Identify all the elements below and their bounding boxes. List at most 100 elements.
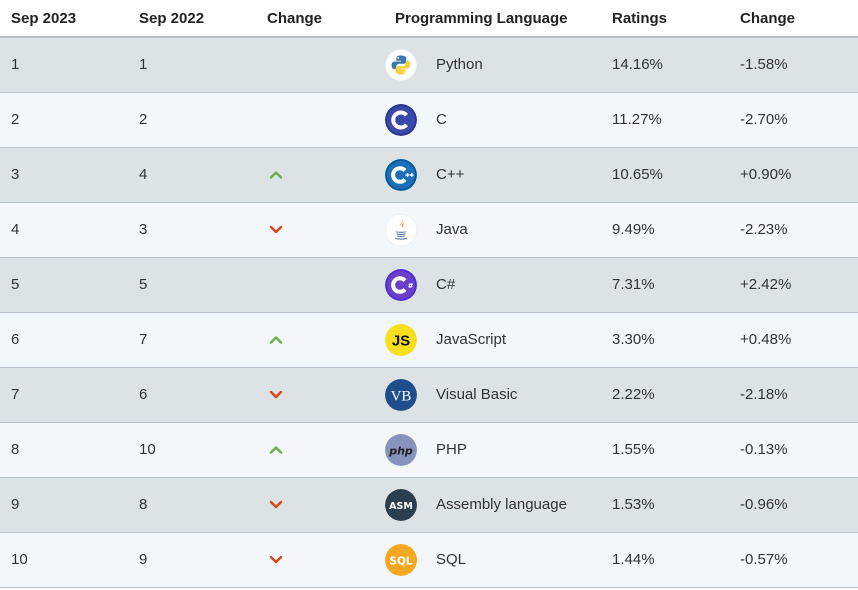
current-rank: 10	[0, 532, 128, 588]
assembly-logo-icon: ASM	[385, 488, 417, 521]
language-cell: JS JavaScript	[384, 312, 601, 368]
sql-logo-icon: SQL	[385, 543, 417, 576]
previous-rank: 10	[128, 422, 256, 478]
rank-change-cell	[256, 147, 384, 203]
current-rank: 8	[0, 422, 128, 478]
language-name: Visual Basic	[436, 386, 518, 403]
rating-change-value: +0.90%	[729, 147, 858, 203]
rank-change-cell	[256, 202, 384, 258]
rating-change-value: -2.18%	[729, 367, 858, 423]
arrow-down-icon	[267, 221, 283, 238]
arrow-down-icon	[267, 386, 283, 403]
svg-text:JS: JS	[392, 332, 410, 349]
rank-change-cell	[256, 422, 384, 478]
language-cell: Python	[384, 37, 601, 93]
arrow-down-icon	[267, 496, 283, 513]
language-cell: C	[384, 92, 601, 148]
previous-rank: 9	[128, 532, 256, 588]
language-name: C++	[436, 166, 465, 183]
previous-rank: 5	[128, 257, 256, 313]
current-rank: 9	[0, 477, 128, 533]
table-row: 3 4 C++ 10.65% +0.90%	[0, 147, 858, 203]
c-logo-icon	[385, 103, 417, 136]
language-name: JavaScript	[436, 331, 507, 348]
php-logo-icon: php	[385, 433, 417, 466]
language-name: Java	[436, 221, 468, 238]
rating-value: 14.16%	[601, 37, 729, 93]
language-cell: # C#	[384, 257, 601, 313]
rating-change-value: -2.70%	[729, 92, 858, 148]
cpp-logo-icon	[385, 158, 417, 191]
language-name: Python	[436, 56, 483, 74]
header-ratings-change[interactable]: Change	[729, 0, 858, 38]
previous-rank: 2	[128, 92, 256, 148]
language-cell: VB Visual Basic	[384, 367, 601, 423]
current-rank: 6	[0, 312, 128, 368]
arrow-up-icon	[267, 441, 283, 458]
rating-value: 1.53%	[601, 477, 729, 533]
rating-change-value: -0.96%	[729, 477, 858, 533]
current-rank: 4	[0, 202, 128, 258]
table-row: 1 1 Python 14.16% -1.58%	[0, 37, 858, 93]
svg-text:ASM: ASM	[389, 501, 413, 512]
table-row: 8 10 php PHP 1.55% -0.13%	[0, 422, 858, 478]
java-logo-icon	[385, 213, 417, 246]
rank-change-cell	[256, 37, 384, 93]
rank-change-cell	[256, 92, 384, 148]
language-cell: C++	[384, 147, 601, 203]
rating-change-value: +0.48%	[729, 312, 858, 368]
previous-rank: 8	[128, 477, 256, 533]
current-rank: 5	[0, 257, 128, 313]
previous-rank: 4	[128, 147, 256, 203]
header-previous-rank[interactable]: Sep 2022	[128, 0, 256, 38]
header-current-rank[interactable]: Sep 2023	[0, 0, 128, 38]
svg-text:SQL: SQL	[389, 555, 412, 567]
table-row: 7 6 VB Visual Basic 2.22% -2.18%	[0, 367, 858, 423]
python-logo-icon	[385, 48, 417, 81]
rank-change-cell	[256, 367, 384, 423]
arrow-up-icon	[267, 166, 283, 183]
previous-rank: 7	[128, 312, 256, 368]
table-row: 5 5 # C# 7.31% +2.42%	[0, 257, 858, 313]
table-row: 6 7 JS JavaScript 3.30% +0.48%	[0, 312, 858, 368]
svg-text:php: php	[388, 444, 413, 457]
rating-change-value: +2.42%	[729, 257, 858, 313]
header-rank-change[interactable]: Change	[256, 0, 384, 38]
language-name: C	[436, 111, 447, 128]
arrow-up-icon	[267, 331, 283, 348]
language-cell: SQL SQL	[384, 532, 601, 588]
rating-value: 2.22%	[601, 367, 729, 423]
rank-change-cell	[256, 477, 384, 533]
table-row: 10 9 SQL SQL 1.44% -0.57%	[0, 532, 858, 588]
rating-value: 10.65%	[601, 147, 729, 203]
rating-value: 9.49%	[601, 202, 729, 258]
rating-value: 1.44%	[601, 532, 729, 588]
previous-rank: 3	[128, 202, 256, 258]
header-ratings[interactable]: Ratings	[601, 0, 729, 38]
table-header-row: Sep 2023 Sep 2022 Change Programming Lan…	[0, 0, 858, 38]
language-cell: Java	[384, 202, 601, 258]
table-row: 2 2 C 11.27% -2.70%	[0, 92, 858, 148]
rank-change-cell	[256, 312, 384, 368]
svg-text:#: #	[408, 281, 414, 289]
current-rank: 3	[0, 147, 128, 203]
table-row: 4 3 Java 9.49% -2.23%	[0, 202, 858, 258]
rating-change-value: -0.57%	[729, 532, 858, 588]
rank-change-cell	[256, 532, 384, 588]
svg-text:VB: VB	[391, 388, 412, 404]
current-rank: 2	[0, 92, 128, 148]
csharp-logo-icon: #	[385, 268, 417, 301]
table-row: 9 8 ASM Assembly language 1.53% -0.96%	[0, 477, 858, 533]
arrow-down-icon	[267, 551, 283, 568]
rating-value: 11.27%	[601, 92, 729, 148]
header-language[interactable]: Programming Language	[384, 0, 601, 38]
rating-value: 1.55%	[601, 422, 729, 478]
language-cell: ASM Assembly language	[384, 477, 601, 533]
javascript-logo-icon: JS	[385, 323, 417, 356]
current-rank: 1	[0, 37, 128, 93]
rating-change-value: -2.23%	[729, 202, 858, 258]
current-rank: 7	[0, 367, 128, 423]
previous-rank: 6	[128, 367, 256, 423]
rank-change-cell	[256, 257, 384, 313]
